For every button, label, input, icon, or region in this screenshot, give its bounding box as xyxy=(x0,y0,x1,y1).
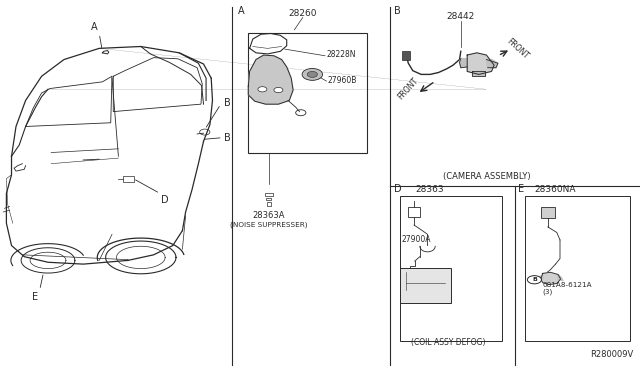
Circle shape xyxy=(258,87,267,92)
Text: D: D xyxy=(161,195,169,205)
Bar xyxy=(265,193,273,196)
Text: 28260: 28260 xyxy=(289,9,317,17)
Bar xyxy=(525,196,630,341)
Bar xyxy=(541,207,555,218)
Text: (COIL ASSY DEFOG): (COIL ASSY DEFOG) xyxy=(411,338,485,347)
Polygon shape xyxy=(248,55,293,104)
Bar xyxy=(408,207,420,217)
Bar xyxy=(248,33,367,153)
Text: FRONT: FRONT xyxy=(396,76,420,101)
Text: 28442: 28442 xyxy=(447,12,475,20)
Polygon shape xyxy=(472,71,485,75)
Text: (CAMERA ASSEMBLY): (CAMERA ASSEMBLY) xyxy=(443,172,530,181)
Text: 28360NA: 28360NA xyxy=(535,185,576,193)
Text: D: D xyxy=(394,183,401,193)
Bar xyxy=(402,51,410,60)
Bar xyxy=(123,176,134,182)
Text: E: E xyxy=(32,292,38,302)
Text: E: E xyxy=(518,183,525,193)
Circle shape xyxy=(527,276,541,284)
Polygon shape xyxy=(541,272,561,285)
Text: A: A xyxy=(237,6,244,16)
Circle shape xyxy=(302,68,323,80)
Polygon shape xyxy=(467,53,494,74)
Circle shape xyxy=(274,87,283,93)
Polygon shape xyxy=(538,275,543,281)
Text: R280009V: R280009V xyxy=(590,350,634,359)
Polygon shape xyxy=(558,275,563,281)
Text: 28228N: 28228N xyxy=(326,49,356,58)
Text: B: B xyxy=(224,133,231,142)
Text: 28363A: 28363A xyxy=(253,211,285,219)
Text: B: B xyxy=(532,277,537,282)
Text: 081A8-6121A: 081A8-6121A xyxy=(543,282,593,288)
Bar xyxy=(266,198,271,200)
Polygon shape xyxy=(486,60,498,68)
Text: 27960B: 27960B xyxy=(328,76,357,84)
Text: (NOISE SUPPRESSER): (NOISE SUPPRESSER) xyxy=(230,222,308,228)
Text: A: A xyxy=(92,22,98,32)
Bar xyxy=(400,268,451,303)
Text: 27900A: 27900A xyxy=(402,235,431,244)
Circle shape xyxy=(307,71,317,77)
Text: B: B xyxy=(394,6,401,16)
Text: FRONT: FRONT xyxy=(504,37,530,61)
Bar xyxy=(400,196,502,341)
Text: B: B xyxy=(224,99,231,108)
Text: 28363: 28363 xyxy=(416,185,444,193)
Polygon shape xyxy=(460,58,467,68)
Text: (3): (3) xyxy=(543,289,553,295)
Bar xyxy=(267,202,271,206)
